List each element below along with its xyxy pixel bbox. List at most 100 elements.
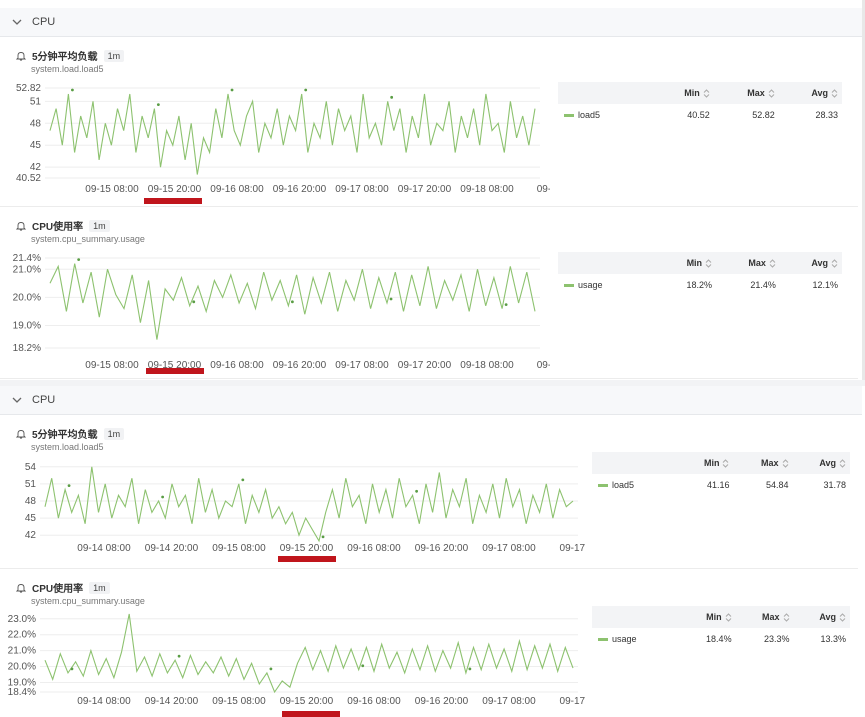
y-tick-label: 45: [30, 140, 42, 151]
x-tick-label: 09-16 20:00: [273, 184, 327, 195]
sort-icon: [839, 613, 846, 622]
legend-row[interactable]: load5 41.16 54.84 31.78: [592, 474, 850, 496]
interval-badge: 1m: [89, 219, 110, 232]
panel-header: CPU使用率 1m: [16, 580, 110, 595]
line-chart[interactable]: 23.0% 22.0% 21.0% 20.0% 19.0%18.4% 09-14 08:0…: [0, 608, 585, 712]
red-underline-marker: [278, 556, 336, 562]
sort-icon: [831, 259, 838, 268]
x-tick-label: 09-17 2: [560, 696, 585, 707]
section-header-cpu-2[interactable]: CPU: [0, 386, 862, 415]
chevron-down-icon[interactable]: [12, 395, 22, 405]
panel-title: 5分钟平均负载: [32, 430, 98, 441]
legend-row[interactable]: load5 40.52 52.82 28.33: [558, 104, 842, 126]
min-header[interactable]: Min: [652, 82, 714, 104]
avg-value: 28.33: [815, 110, 838, 120]
x-tick-label: 09-18: [537, 184, 550, 195]
panel-cpu-usage-2: CPU使用率 1m system.cpu_summary.usage 23.0%…: [0, 570, 858, 717]
y-tick-label: 54: [25, 462, 37, 473]
min-header[interactable]: Min: [678, 452, 734, 474]
data-point: [389, 297, 393, 301]
x-tick-label: 09-15 08:00: [85, 360, 139, 371]
interval-badge: 1m: [89, 581, 110, 594]
data-point: [70, 667, 74, 671]
bell-icon[interactable]: [16, 51, 26, 61]
red-underline-marker: [146, 368, 204, 374]
y-tick-label: 19.0%: [13, 321, 41, 332]
y-tick-label: 51: [30, 96, 42, 107]
avg-value: 12.1%: [812, 280, 838, 290]
y-tick-label: 23.0%: [8, 614, 36, 625]
page-scrollbar[interactable]: [862, 0, 865, 380]
avg-value: 31.78: [823, 480, 846, 490]
min-value: 41.16: [706, 480, 730, 490]
series-swatch: [564, 284, 574, 288]
avg-header[interactable]: Avg: [792, 452, 850, 474]
sort-icon: [839, 459, 846, 468]
min-header[interactable]: Min: [656, 252, 717, 274]
legend-row[interactable]: usage 18.2% 21.4% 12.1%: [558, 274, 842, 296]
y-tick-label: 21.0%: [13, 264, 41, 275]
sort-icon: [705, 259, 712, 268]
line-chart[interactable]: 54 51 48 45 42 09-14 08:00 09-14 20:00 09-15 08…: [0, 454, 585, 564]
max-value: 54.84: [765, 480, 789, 490]
series-name: usage: [612, 634, 637, 644]
avg-header[interactable]: Avg: [779, 252, 842, 274]
sort-icon: [769, 259, 776, 268]
max-value: 21.4%: [750, 280, 776, 290]
x-tick-label: 09-15 20:00: [148, 360, 202, 371]
chevron-down-icon[interactable]: [12, 17, 22, 27]
data-point: [304, 88, 308, 92]
series-swatch: [598, 638, 608, 642]
metric-name: system.load.load5: [31, 64, 104, 74]
panel-title: 5分钟平均负载: [32, 52, 98, 63]
y-tick-label: 52.82: [16, 83, 41, 94]
metric-name: system.load.load5: [31, 442, 104, 452]
x-tick-label: 09-17 08:00: [482, 543, 536, 554]
max-header[interactable]: Max: [735, 606, 794, 628]
data-point: [321, 535, 325, 539]
y-tick-label: 19.0%: [8, 677, 36, 688]
series-line: [44, 466, 574, 543]
y-tick-label: 18.2%: [13, 343, 41, 354]
data-point: [269, 667, 273, 671]
x-tick-label: 09-16 08:00: [347, 543, 401, 554]
x-tick-label: 09-14 20:00: [145, 543, 199, 554]
panel-header: 5分钟平均负载 1m: [16, 426, 125, 441]
line-chart[interactable]: 21.4%21.0% 20.0% 19.0% 18.2% 09-15 08:00 09-1…: [0, 246, 550, 374]
bell-icon[interactable]: [16, 221, 26, 231]
data-point: [504, 303, 508, 307]
panel-title: CPU使用率: [32, 584, 84, 595]
x-tick-label: 09-15 20:00: [280, 543, 334, 554]
legend-row[interactable]: usage 18.4% 23.3% 13.3%: [592, 628, 850, 650]
max-header[interactable]: Max: [733, 452, 793, 474]
y-tick-label: 21.0%: [8, 646, 36, 657]
max-header[interactable]: Max: [713, 82, 779, 104]
x-tick-label: 09-16 20:00: [273, 360, 327, 371]
max-header[interactable]: Max: [716, 252, 780, 274]
bell-icon[interactable]: [16, 583, 26, 593]
x-tick-label: 09-18: [537, 360, 550, 371]
data-point: [290, 300, 294, 304]
min-header[interactable]: Min: [681, 606, 736, 628]
x-tick-label: 09-15 20:00: [148, 184, 202, 195]
x-tick-label: 09-17 20:00: [398, 360, 452, 371]
x-tick-label: 09-14 08:00: [77, 696, 131, 707]
metric-name: system.cpu_summary.usage: [31, 596, 145, 606]
y-tick-label: 51: [25, 479, 37, 490]
avg-header[interactable]: Avg: [778, 82, 842, 104]
data-point: [230, 88, 234, 92]
min-value: 18.4%: [706, 634, 732, 644]
legend-table: Min Max Avg usage 18.2% 21.4% 12.1%: [558, 252, 842, 296]
y-tick-label: 42: [25, 530, 37, 541]
min-value: 18.2%: [686, 280, 713, 290]
avg-header[interactable]: Avg: [793, 606, 850, 628]
data-point: [390, 95, 394, 99]
y-tick-label: 40.52: [16, 173, 41, 184]
bell-icon[interactable]: [16, 429, 26, 439]
section-header-cpu-1[interactable]: CPU: [0, 8, 862, 37]
y-tick-label: 18.4%: [8, 687, 36, 698]
series-line: [49, 263, 536, 340]
y-tick-label: 48: [30, 118, 42, 129]
data-point: [67, 484, 71, 487]
